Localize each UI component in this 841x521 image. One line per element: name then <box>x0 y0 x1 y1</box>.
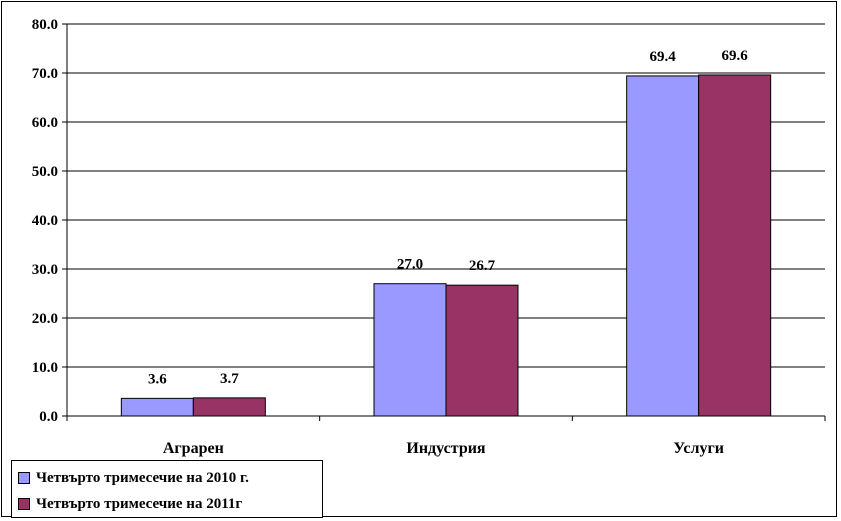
bar-2011-0 <box>192 397 266 417</box>
bar-2011-2 <box>698 74 772 417</box>
y-tick-label: 80.0 <box>32 17 58 33</box>
y-tick-label: 60.0 <box>32 115 58 131</box>
x-category-label: Услуги <box>673 440 724 457</box>
y-tick-label: 30.0 <box>32 262 58 278</box>
data-label: 3.7 <box>220 371 239 387</box>
y-tick-label: 0.0 <box>39 409 58 425</box>
axes <box>62 23 826 421</box>
data-label: 69.6 <box>722 48 749 64</box>
legend: Четвърто тримесечие на 2010 г. Четвърто … <box>11 460 323 518</box>
bars <box>120 74 772 417</box>
grid-lines <box>67 23 825 368</box>
bar-2010-1 <box>373 283 447 417</box>
y-tick-label: 10.0 <box>32 360 58 376</box>
bar-2010-0 <box>120 397 194 417</box>
x-category-labels: Аграрен Индустрия Услуги <box>163 440 724 457</box>
data-labels: 3.6 3.7 27.0 26.7 69.4 69.6 <box>148 48 748 387</box>
y-tick-label: 50.0 <box>32 164 58 180</box>
legend-item-2011: Четвърто тримесечие на 2011г <box>18 493 242 515</box>
x-category-label: Аграрен <box>163 440 224 457</box>
data-label: 69.4 <box>650 49 677 65</box>
data-label: 27.0 <box>397 257 423 273</box>
legend-label-2011: Четвърто тримесечие на 2011г <box>36 495 243 512</box>
x-category-label: Индустрия <box>406 440 486 457</box>
legend-swatch-2010 <box>18 472 30 484</box>
data-label: 26.7 <box>469 258 496 274</box>
bar-2011-1 <box>445 284 519 417</box>
bar-2010-2 <box>626 75 700 417</box>
data-label: 3.6 <box>148 371 167 387</box>
y-tick-label: 40.0 <box>32 213 58 229</box>
legend-item-2010: Четвърто тримесечие на 2010 г. <box>18 467 249 489</box>
legend-label-2010: Четвърто тримесечие на 2010 г. <box>36 469 249 486</box>
y-tick-label: 20.0 <box>32 311 58 327</box>
y-tick-label: 70.0 <box>32 66 58 82</box>
legend-swatch-2011 <box>18 498 30 510</box>
y-tick-labels: 0.0 10.0 20.0 30.0 40.0 50.0 60.0 70.0 80.0 <box>32 17 58 425</box>
